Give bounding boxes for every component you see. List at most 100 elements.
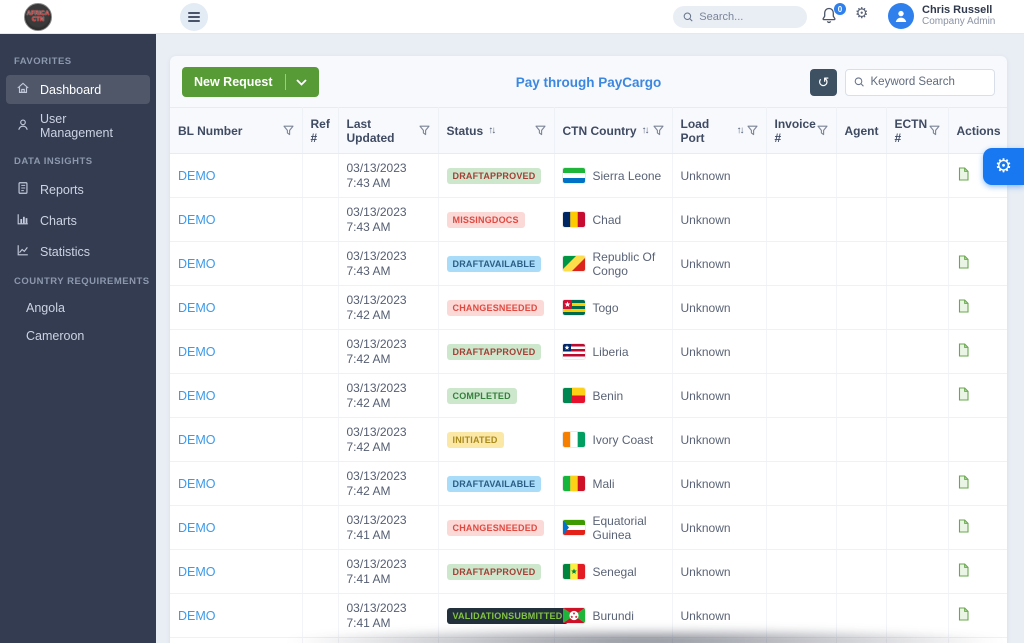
view-document-button[interactable] xyxy=(957,255,970,272)
keyword-search-input[interactable] xyxy=(870,76,986,88)
column-header-last-updated[interactable]: Last Updated xyxy=(338,107,439,154)
notification-count-badge: 0 xyxy=(834,3,846,15)
document-icon xyxy=(958,387,969,401)
mali-flag-icon xyxy=(562,476,585,491)
bl-number-link[interactable]: DEMO xyxy=(178,608,216,623)
sidebar-item-charts[interactable]: Charts xyxy=(6,206,150,235)
view-document-button[interactable] xyxy=(957,563,970,580)
user-icon xyxy=(16,118,30,135)
view-document-button[interactable] xyxy=(957,475,970,492)
filter-icon[interactable] xyxy=(746,125,758,136)
view-document-button[interactable] xyxy=(957,519,970,536)
report-icon xyxy=(16,181,30,198)
filter-icon[interactable] xyxy=(282,125,294,136)
senegal-flag-icon xyxy=(562,564,585,579)
last-updated-value: 03/13/2023 7:42 AM xyxy=(346,292,407,322)
bl-number-link[interactable]: DEMO xyxy=(178,388,216,403)
sidebar-item-label: Reports xyxy=(40,182,84,197)
column-label: BL Number xyxy=(178,123,243,138)
table-row: DEMO 03/13/2023 7:41 AM DRAFTAPPROVED Senega… xyxy=(170,549,1007,594)
column-header-load-port[interactable]: Load Port ↑↓ xyxy=(672,107,767,154)
load-port-value: Unknown xyxy=(680,564,731,579)
view-document-button[interactable] xyxy=(957,167,970,184)
search-icon xyxy=(854,77,864,87)
table-row: DEMO 03/13/2023 7:42 AM DRAFTAVAILABLE Mali U… xyxy=(170,461,1007,506)
equatorial-guinea-flag-icon xyxy=(562,520,585,535)
view-document-button[interactable] xyxy=(957,343,970,360)
load-port-value: Unknown xyxy=(680,300,731,315)
toolbar: New Request Pay through PayCargo ↺ xyxy=(170,56,1007,107)
country-name: Chad xyxy=(592,212,622,227)
table-header-row: BL Number Ref # Last Updated Status ↑↓ CTN Co… xyxy=(170,107,1007,154)
notifications-button[interactable]: 0 xyxy=(820,3,846,28)
bar-chart-icon xyxy=(16,212,30,229)
search-icon xyxy=(683,12,693,22)
status-badge: DRAFTAPPROVED xyxy=(446,167,542,184)
last-updated-value: 03/13/2023 7:43 AM xyxy=(346,248,407,278)
country-name: Senegal xyxy=(592,564,637,579)
keyword-search[interactable] xyxy=(845,68,995,96)
bl-number-link[interactable]: DEMO xyxy=(178,432,216,447)
view-document-button[interactable] xyxy=(957,299,970,316)
bl-number-link[interactable]: DEMO xyxy=(178,344,216,359)
sidebar-item-cameroon[interactable]: Cameroon xyxy=(6,323,150,349)
search-input[interactable] xyxy=(699,11,797,23)
bl-number-link[interactable]: DEMO xyxy=(178,168,216,183)
new-request-button[interactable]: New Request xyxy=(182,67,319,97)
global-search[interactable] xyxy=(673,6,807,28)
load-port-value: Unknown xyxy=(680,256,731,271)
load-port-value: Unknown xyxy=(680,388,731,403)
sidebar-item-reports[interactable]: Reports xyxy=(6,175,150,204)
filter-icon[interactable] xyxy=(418,125,430,136)
bell-icon xyxy=(822,7,836,24)
sidebar-item-dashboard[interactable]: Dashboard xyxy=(6,75,150,104)
column-header-invoice[interactable]: Invoice # xyxy=(766,107,837,154)
bl-number-link[interactable]: DEMO xyxy=(178,476,216,491)
sierra-leone-flag-icon xyxy=(562,168,585,183)
bl-number-link[interactable]: DEMO xyxy=(178,300,216,315)
pay-through-paycargo-link[interactable]: Pay through PayCargo xyxy=(515,74,662,90)
benin-flag-icon xyxy=(562,388,585,403)
load-port-value: Unknown xyxy=(680,432,731,447)
filter-icon[interactable] xyxy=(928,125,940,136)
sidebar-section-label: DATA INSIGHTS xyxy=(14,156,93,167)
filter-icon[interactable] xyxy=(816,125,828,136)
sort-icon[interactable]: ↑↓ xyxy=(736,125,745,136)
bl-number-link[interactable]: DEMO xyxy=(178,256,216,271)
refresh-icon: ↺ xyxy=(817,73,830,90)
table-row: DEMO 03/13/2023 7:42 AM INITIATED Ivory Coas… xyxy=(170,417,1007,462)
status-badge: COMPLETED xyxy=(446,387,517,404)
sidebar-item-label: Angola xyxy=(26,301,65,315)
column-header-ectn[interactable]: ECTN # xyxy=(886,107,949,154)
chevron-down-icon xyxy=(295,78,307,86)
column-header-bl-number[interactable]: BL Number xyxy=(170,107,303,154)
sidebar-item-statistics[interactable]: Statistics xyxy=(6,237,150,266)
gear-icon: ⚙ xyxy=(994,156,1013,177)
floating-settings-button[interactable]: ⚙ xyxy=(983,148,1024,185)
document-icon xyxy=(958,167,969,181)
bl-number-link[interactable]: DEMO xyxy=(178,212,216,227)
refresh-button[interactable]: ↺ xyxy=(810,68,837,96)
filter-icon[interactable] xyxy=(534,125,546,136)
view-document-button[interactable] xyxy=(957,387,970,404)
sidebar-toggle-button[interactable] xyxy=(180,3,208,31)
view-document-button[interactable] xyxy=(957,607,970,624)
user-menu[interactable]: Chris Russell Company Admin xyxy=(888,3,995,29)
sort-icon[interactable]: ↑↓ xyxy=(488,125,496,136)
table-row: DEMO 03/13/2023 7:43 AM MISSINGDOCS Chad Unkn… xyxy=(170,197,1007,242)
status-badge: DRAFTAPPROVED xyxy=(446,343,542,360)
column-label: CTN Country xyxy=(562,123,637,138)
sidebar-item-angola[interactable]: Angola xyxy=(6,295,150,321)
settings-gear-icon[interactable]: ⚙ xyxy=(855,5,869,22)
filter-icon[interactable] xyxy=(652,125,664,136)
bl-number-link[interactable]: DEMO xyxy=(178,520,216,535)
sort-icon[interactable]: ↑↓ xyxy=(641,125,650,136)
last-updated-value: 03/13/2023 7:42 AM xyxy=(346,424,407,454)
column-header-status[interactable]: Status ↑↓ xyxy=(438,107,555,154)
sidebar-item-user-management[interactable]: User Management xyxy=(6,106,150,146)
column-label: Invoice # xyxy=(774,116,816,145)
column-header-ctn-country[interactable]: CTN Country ↑↓ xyxy=(554,107,673,154)
avatar xyxy=(888,3,914,29)
bl-number-link[interactable]: DEMO xyxy=(178,564,216,579)
